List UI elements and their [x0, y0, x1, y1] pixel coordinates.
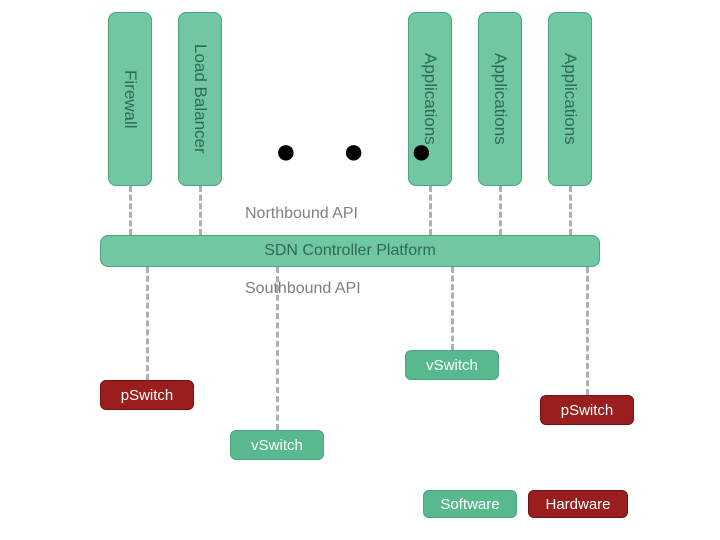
sdn-controller-bar: SDN Controller Platform [100, 235, 600, 267]
legend-leg-soft: Software [423, 490, 517, 518]
legend-leg-hard: Hardware [528, 490, 628, 518]
app-box-firewall: Firewall [108, 12, 152, 186]
southbound-api-label: Southbound API [245, 280, 361, 298]
connector-top-0 [129, 186, 132, 235]
app-box-apps3: Applications [548, 12, 592, 186]
connector-top-1 [199, 186, 202, 235]
connector-bottom-3 [586, 267, 589, 395]
connector-top-3 [499, 186, 502, 235]
ellipsis-icon: ● ● ● [275, 130, 450, 172]
connector-top-2 [429, 186, 432, 235]
connector-top-4 [569, 186, 572, 235]
app-box-loadbal: Load Balancer [178, 12, 222, 186]
connector-bottom-2 [451, 267, 454, 350]
switch-pswitch2: pSwitch [540, 395, 634, 425]
switch-vswitch1: vSwitch [230, 430, 324, 460]
app-box-apps2: Applications [478, 12, 522, 186]
diagram-canvas: Firewall Load Balancer Applications Applica… [0, 0, 720, 540]
connector-bottom-0 [146, 267, 149, 380]
northbound-api-label: Northbound API [245, 205, 358, 223]
switch-vswitch2: vSwitch [405, 350, 499, 380]
switch-pswitch1: pSwitch [100, 380, 194, 410]
